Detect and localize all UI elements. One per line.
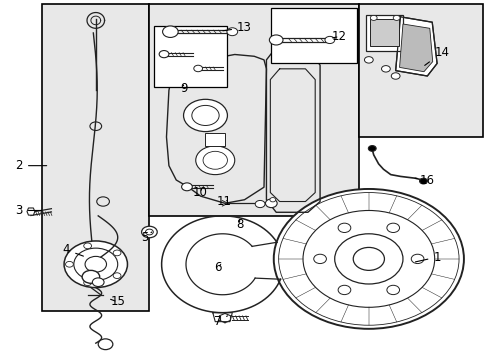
Text: 8: 8 (235, 218, 243, 231)
Circle shape (191, 105, 219, 126)
Circle shape (64, 241, 127, 288)
Circle shape (364, 57, 372, 63)
Text: 9: 9 (180, 82, 187, 95)
Bar (366, 15, 402, 51)
Circle shape (159, 50, 168, 58)
Circle shape (410, 254, 423, 264)
Circle shape (85, 256, 106, 272)
Circle shape (145, 229, 153, 235)
Bar (154, 26, 227, 87)
Text: 12: 12 (331, 30, 346, 43)
Circle shape (419, 178, 427, 184)
Bar (149, 4, 358, 216)
Bar (205, 134, 224, 146)
Text: 4: 4 (62, 243, 83, 256)
Circle shape (337, 223, 350, 233)
Text: 7: 7 (213, 315, 227, 328)
Circle shape (269, 198, 275, 202)
Circle shape (386, 285, 399, 294)
Circle shape (367, 145, 375, 151)
Circle shape (65, 261, 73, 267)
Polygon shape (395, 17, 436, 76)
Circle shape (193, 65, 202, 72)
Circle shape (386, 223, 399, 233)
Text: 6: 6 (213, 261, 221, 274)
Circle shape (352, 247, 384, 270)
Circle shape (269, 35, 283, 45)
Circle shape (390, 73, 399, 79)
Bar (42, 4, 149, 311)
Circle shape (181, 183, 192, 191)
Bar (271, 8, 356, 63)
Circle shape (337, 285, 350, 294)
Circle shape (325, 36, 334, 44)
Circle shape (183, 99, 227, 132)
Text: 14: 14 (424, 46, 448, 66)
Text: 16: 16 (414, 174, 434, 186)
Circle shape (92, 278, 104, 287)
Circle shape (392, 15, 399, 21)
Circle shape (195, 146, 234, 175)
Polygon shape (399, 24, 432, 72)
Circle shape (98, 339, 113, 350)
Circle shape (334, 234, 402, 284)
Text: 5: 5 (141, 231, 152, 244)
Circle shape (369, 15, 376, 21)
Circle shape (82, 270, 100, 283)
Text: 11: 11 (216, 195, 231, 208)
Bar (358, 4, 483, 137)
Text: 15: 15 (110, 296, 125, 309)
Circle shape (273, 189, 463, 329)
Polygon shape (27, 208, 35, 215)
Circle shape (142, 226, 157, 238)
Circle shape (113, 273, 121, 279)
Circle shape (162, 26, 178, 37)
Circle shape (313, 254, 326, 264)
Text: 10: 10 (192, 186, 206, 199)
Circle shape (381, 66, 389, 72)
Text: 2: 2 (16, 159, 46, 172)
Text: 13: 13 (223, 21, 251, 34)
Text: 3: 3 (16, 204, 41, 217)
Circle shape (83, 243, 91, 249)
Circle shape (226, 28, 237, 36)
Bar (369, 19, 398, 46)
Circle shape (265, 199, 277, 208)
Circle shape (203, 151, 227, 169)
Circle shape (113, 250, 121, 256)
Circle shape (255, 201, 264, 208)
Text: 1: 1 (415, 251, 440, 264)
Circle shape (83, 280, 91, 285)
